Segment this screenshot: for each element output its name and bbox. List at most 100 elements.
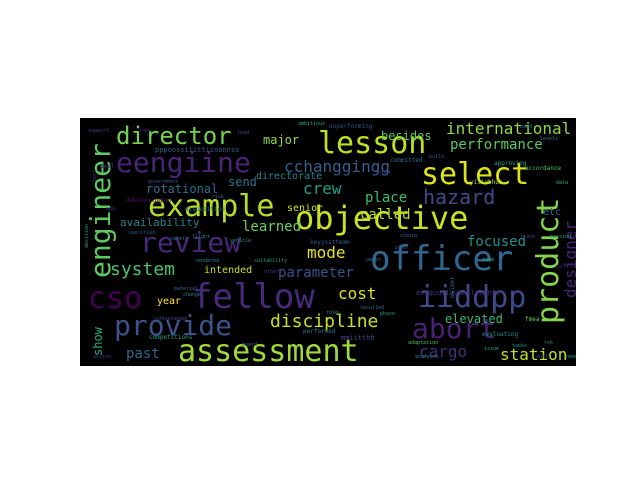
- word-competitions: competitions: [149, 334, 193, 341]
- word-hand: hand: [520, 124, 532, 130]
- word-show: show: [91, 326, 105, 356]
- word-yiiirhhua: yiiirhhua: [470, 179, 503, 186]
- word-hazard: hazard: [423, 185, 495, 209]
- word-directorate: directorate: [256, 171, 322, 182]
- word-rendered: rendered: [195, 258, 219, 264]
- word-owner: owner: [366, 257, 381, 263]
- word-send: send: [228, 175, 257, 189]
- word-role: role: [326, 310, 338, 316]
- word-etc: etc: [543, 207, 561, 218]
- word-elevated: elevated: [445, 312, 503, 326]
- word-accordance: accordance: [525, 165, 562, 172]
- word-performed: performed: [303, 328, 336, 335]
- word-senior: senior: [287, 203, 323, 214]
- word-international: international: [446, 119, 571, 138]
- word-track: track: [520, 234, 535, 240]
- word-pppoossiiittiioonnss: pppoossiiittiioonnss: [155, 146, 239, 154]
- word-major: major: [263, 133, 299, 147]
- word-fellow: fellow: [192, 277, 315, 317]
- word-assessment: assessment: [178, 334, 359, 366]
- word-board: board: [242, 342, 257, 348]
- word-cost: cost: [338, 284, 377, 303]
- word-product: product: [531, 198, 566, 324]
- word-engineer: engineer: [84, 143, 117, 278]
- word-deal: deal: [100, 163, 115, 170]
- word-learned: learned: [242, 219, 301, 235]
- word-abort: abort: [412, 312, 496, 345]
- word-vehicle: vehicle: [230, 238, 251, 244]
- word-ddeessiiggner: ddeessiiggner: [126, 197, 173, 204]
- word-mmiitthh: mmiitthh: [341, 334, 375, 342]
- word-focused: focused: [467, 234, 526, 250]
- word-availability: availability: [120, 216, 200, 229]
- word-review: review: [140, 226, 241, 259]
- word-build: build: [429, 154, 444, 160]
- word-year: year: [157, 296, 181, 307]
- word-data: data: [556, 180, 568, 186]
- word-cso: cso: [88, 281, 142, 316]
- word-issue: issue: [484, 346, 499, 352]
- word-rsk: rsk: [544, 340, 553, 346]
- word-crew: crew: [303, 179, 342, 198]
- word-ooperforming: ooperforming: [329, 123, 373, 130]
- word-status: status: [400, 233, 418, 239]
- word-station: station: [500, 345, 567, 364]
- word-approving: approving: [494, 160, 527, 167]
- word-tasks: tasks: [512, 343, 527, 349]
- word-ops: ops: [106, 206, 115, 212]
- word-parameter: parameter: [278, 265, 354, 281]
- word-test: test: [92, 170, 98, 182]
- word-support: support: [88, 128, 109, 134]
- word-ambitious: ambitious: [298, 121, 325, 127]
- word-cloud-background: [80, 118, 576, 366]
- word-control: control: [555, 264, 576, 270]
- word-designer: designer: [561, 221, 576, 298]
- word-performance: performance: [450, 137, 543, 153]
- word-phase: phase: [380, 311, 395, 317]
- word-director: director: [116, 122, 232, 150]
- word-keyyssttemm: keyyssttemm: [310, 239, 350, 246]
- word-besides: besides: [381, 129, 432, 143]
- word-disposition: disposition: [185, 206, 225, 213]
- word-select: select: [421, 157, 529, 192]
- word-committed: committed: [390, 157, 423, 164]
- word-change: change: [183, 292, 201, 298]
- word-fmea: fmea: [525, 316, 540, 323]
- word-lesson: lesson: [318, 126, 426, 161]
- word-team: team: [482, 257, 494, 263]
- word-specified: specified: [128, 230, 155, 236]
- word-needs: needs: [566, 354, 576, 360]
- word-called: called: [360, 207, 411, 223]
- word-decision: decision: [84, 224, 90, 248]
- word-iiddpp: iiddpp: [418, 280, 526, 315]
- word-objective: objective: [295, 199, 468, 237]
- word-government: government: [148, 179, 178, 185]
- word-area: area: [138, 128, 150, 134]
- word-eengiine: eengiine: [116, 146, 251, 179]
- word-provide: provide: [114, 309, 232, 342]
- word-adaptation: adaptation: [408, 340, 438, 346]
- word-place: place: [365, 190, 407, 206]
- word-officer: officer: [370, 239, 513, 279]
- word-evaluating: evaluating: [482, 331, 519, 338]
- word-discipline: discipline: [270, 311, 378, 332]
- word-lead: lead: [237, 130, 249, 136]
- word-analyses: analyses: [415, 354, 439, 360]
- word-resulted: resulted: [360, 305, 384, 311]
- word-plan: plan: [395, 245, 407, 251]
- word-rotational: rotational: [146, 182, 218, 196]
- word-flight: flight: [192, 234, 210, 240]
- word-others: others: [264, 269, 282, 275]
- word-eeqquuiivvaalleenntt: eeqquuiivvaalleenntt: [416, 289, 500, 297]
- word-material: material: [174, 286, 198, 292]
- word-example: example: [148, 189, 274, 224]
- word-mode: mode: [307, 243, 346, 262]
- word-orbit: orbit: [376, 170, 391, 176]
- word-past: past: [126, 346, 160, 362]
- word-safety: safety: [170, 236, 188, 242]
- word-risk: risk: [212, 194, 224, 200]
- word-system: system: [110, 259, 175, 280]
